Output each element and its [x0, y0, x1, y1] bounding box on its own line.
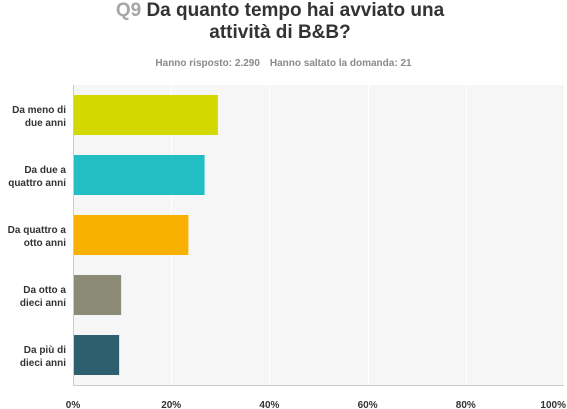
- answered-count: Hanno risposto: 2.290: [155, 58, 260, 69]
- x-tick-label-80: 80%: [456, 400, 476, 409]
- question-text: Da quanto tempo hai avviato una attività…: [146, 0, 445, 43]
- bar-4: [74, 275, 122, 315]
- category-label-3: Da quattro a otto anni: [8, 225, 67, 249]
- category-label-2: Da due a quattro anni: [8, 165, 66, 189]
- x-tick-label-100: 100%: [540, 400, 566, 409]
- x-tick-label-60: 60%: [358, 400, 378, 409]
- category-label-4: Da otto a dieci anni: [20, 285, 67, 309]
- category-label-5: Da più di dieci anni: [20, 345, 66, 369]
- x-tick-label-40: 40%: [259, 400, 279, 409]
- x-tick-label-0: 0%: [66, 400, 81, 409]
- response-summary: Hanno risposto: 2.290 Hanno saltato la do…: [0, 58, 567, 69]
- bar-2: [74, 155, 205, 195]
- bar-1: [74, 95, 218, 135]
- bar-5: [74, 335, 120, 375]
- bar-3: [74, 215, 189, 255]
- x-tick-label-20: 20%: [161, 400, 181, 409]
- question-number: Q9: [115, 0, 142, 21]
- question-title: Q9 Da quanto tempo hai avviato una attiv…: [100, 0, 460, 44]
- category-label-1: Da meno di due anni: [12, 105, 66, 129]
- skipped-count: Hanno saltato la domanda: 21: [269, 58, 412, 69]
